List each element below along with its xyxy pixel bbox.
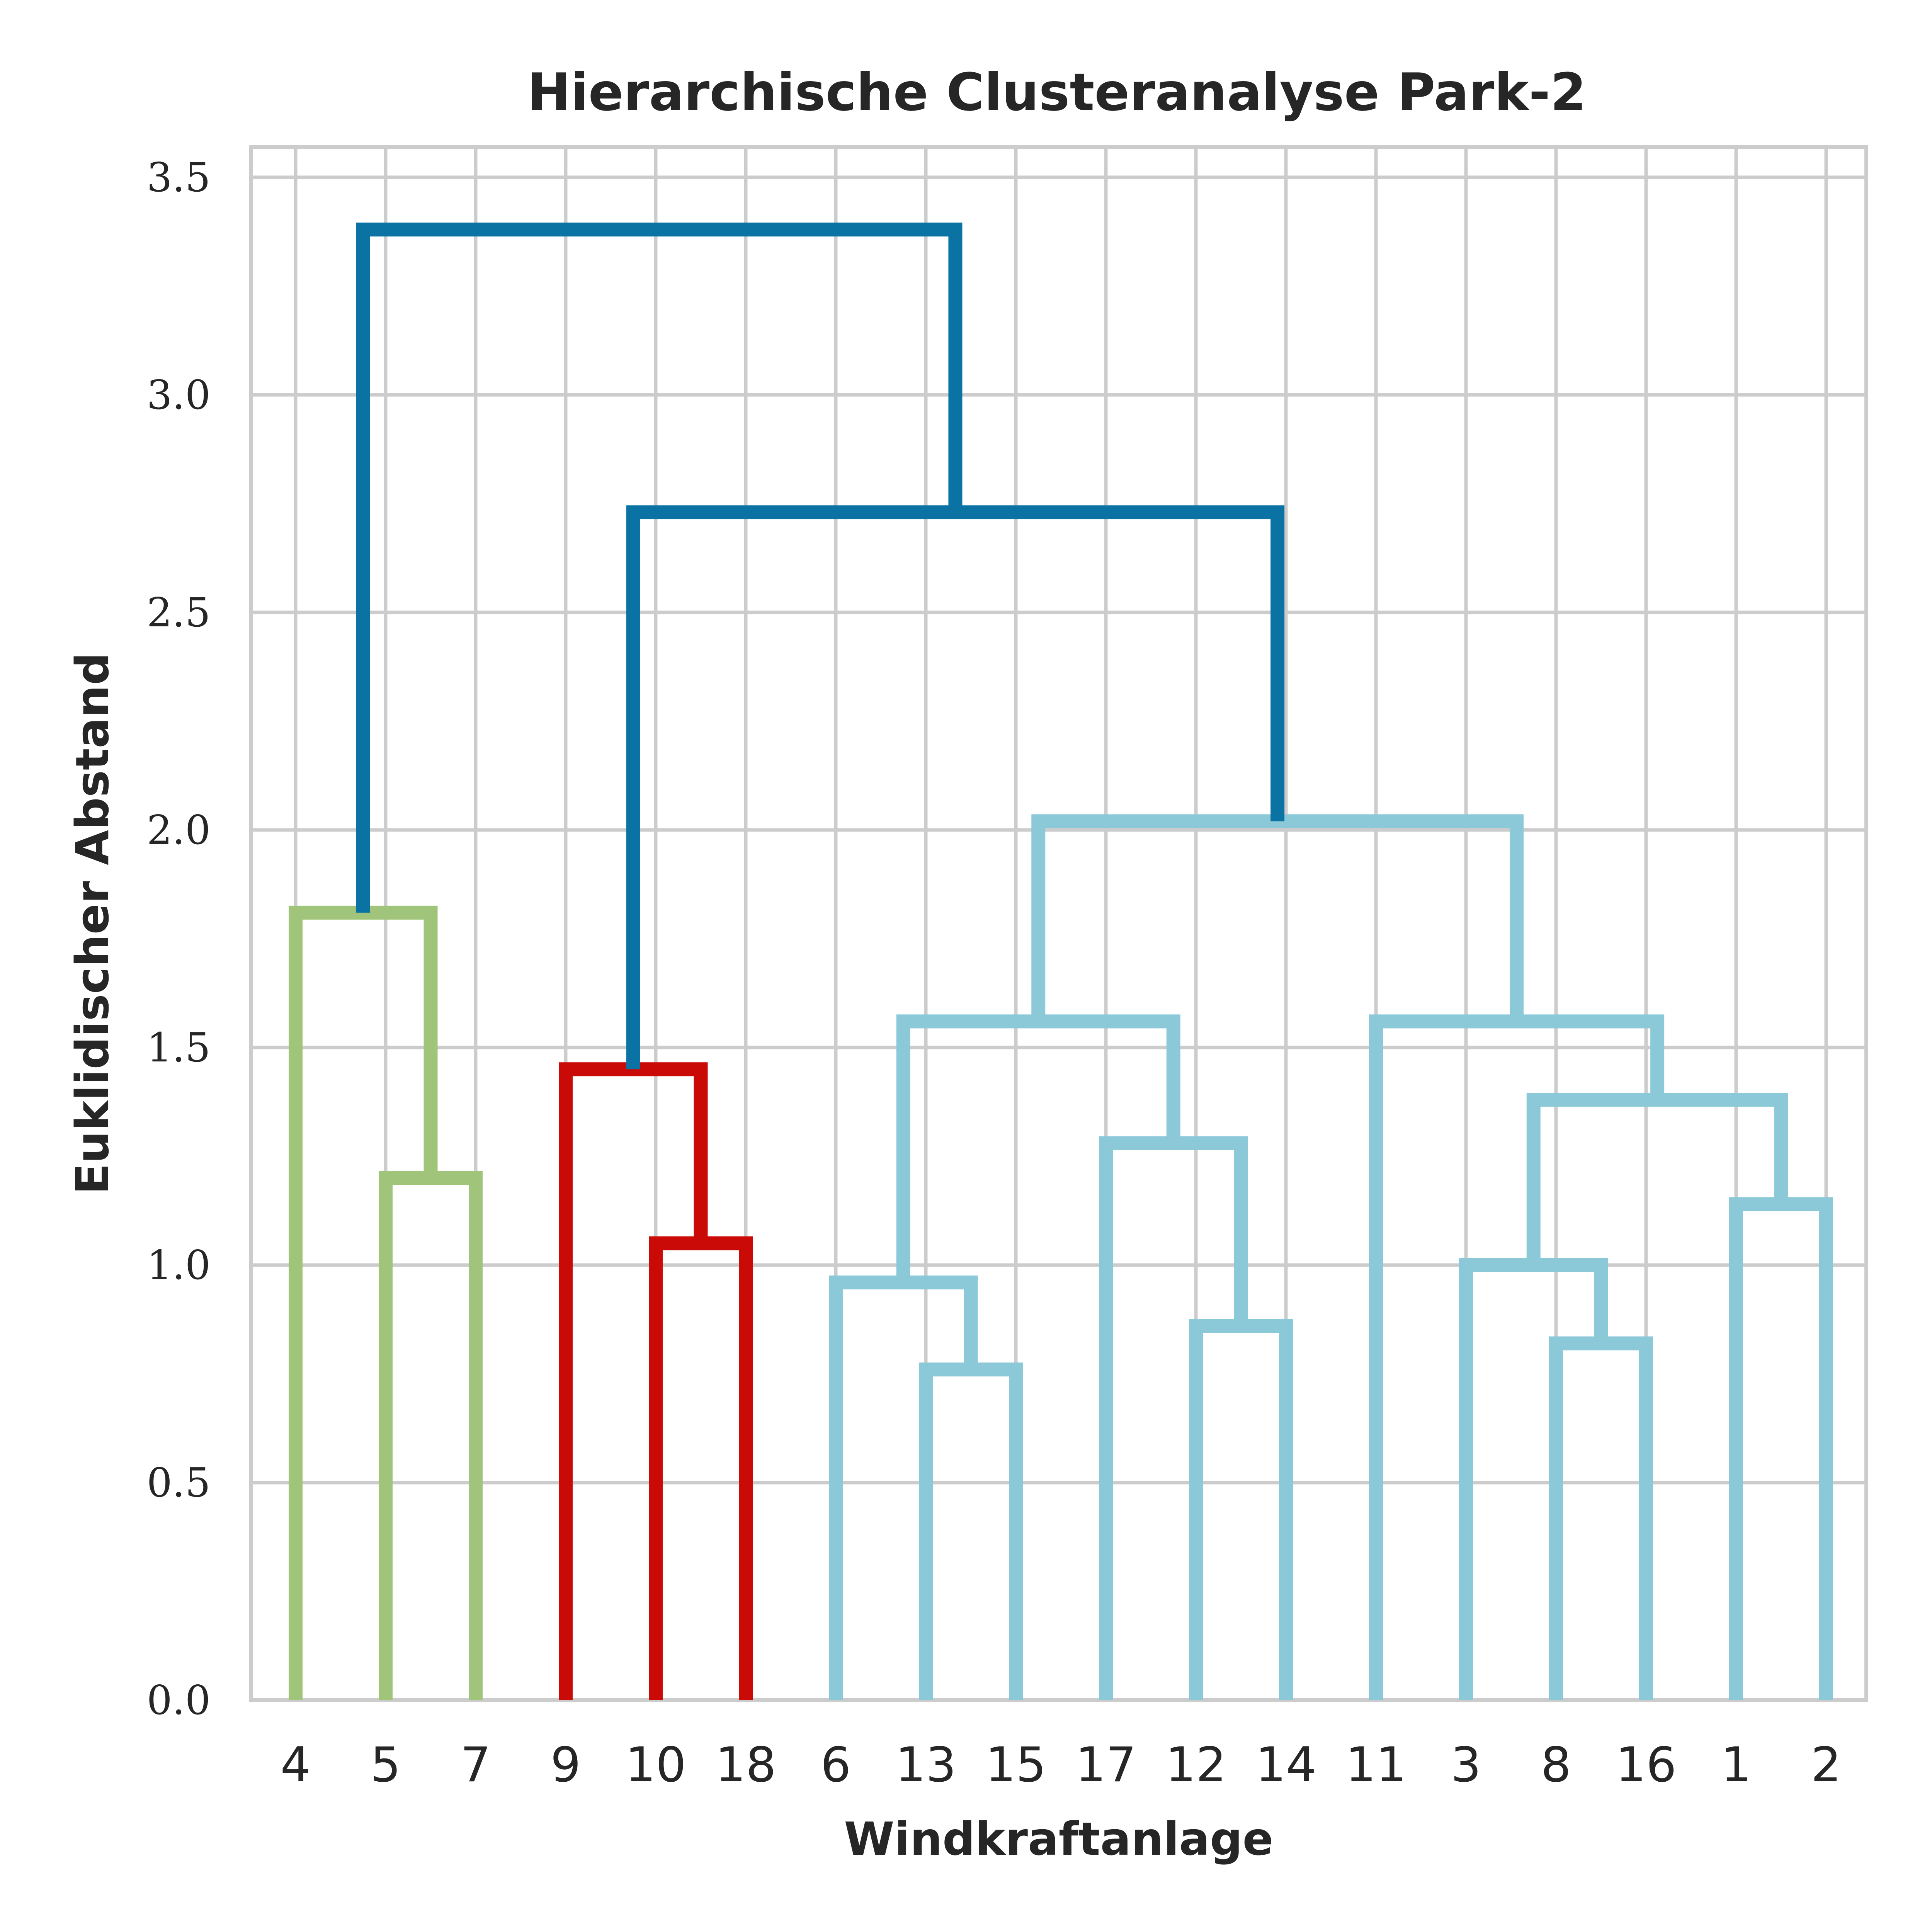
dendrogram-link [649, 1236, 753, 1700]
y-tick-label: 1.5 [147, 1024, 211, 1071]
y-tick-label: 0.5 [147, 1459, 211, 1506]
x-tick-label: 13 [895, 1737, 956, 1793]
dendrogram-link [896, 1014, 1180, 1282]
y-tick-labels: 0.0 0.5 1.0 1.5 2.0 2.5 3.0 3.5 [147, 154, 211, 1724]
x-tick-labels: 4 5 7 9 10 18 6 13 15 17 12 14 11 3 8 16 1 2 [281, 1737, 1842, 1793]
x-tick-label: 9 [551, 1737, 581, 1793]
x-tick-label: 12 [1165, 1737, 1226, 1793]
dendrogram-link [356, 222, 963, 913]
x-tick-label: 1 [1721, 1737, 1752, 1793]
y-tick-label: 2.5 [147, 589, 211, 636]
x-tick-label: 5 [371, 1737, 401, 1793]
dendrogram-link [289, 905, 438, 1700]
x-tick-label: 17 [1075, 1737, 1136, 1793]
grid-lines [251, 147, 1866, 1702]
dendrogram-link [829, 1275, 978, 1700]
chart-title: Hierarchische Clusteranalyse Park-2 [527, 62, 1587, 122]
dendrogram-link [626, 505, 1285, 1070]
dendrogram-link [1031, 814, 1524, 1022]
x-axis-label: Windkraftanlage [844, 1812, 1273, 1866]
plot-frame [249, 145, 1868, 1702]
x-tick-label: 10 [625, 1737, 686, 1793]
x-tick-label: 18 [715, 1737, 776, 1793]
dendrogram-link [1099, 1136, 1248, 1700]
y-axis-label: Euklidischer Abstand [66, 653, 119, 1195]
y-tick-label: 0.0 [147, 1677, 211, 1724]
x-tick-label: 2 [1811, 1737, 1842, 1793]
x-tick-label: 16 [1616, 1737, 1677, 1793]
y-tick-label: 3.0 [147, 371, 211, 418]
dendrogram-link [559, 1062, 708, 1700]
y-tick-label: 2.0 [147, 806, 211, 854]
x-tick-label: 3 [1451, 1737, 1481, 1793]
dendrogram-link [919, 1362, 1023, 1700]
x-tick-label: 11 [1345, 1737, 1406, 1793]
x-tick-label: 8 [1541, 1737, 1571, 1793]
x-tick-label: 4 [281, 1737, 311, 1793]
dendrogram-link [379, 1171, 483, 1700]
y-tick-label: 1.0 [147, 1242, 211, 1289]
dendrogram-link [1729, 1197, 1833, 1700]
x-tick-label: 7 [461, 1737, 491, 1793]
dendrogram-link [1369, 1014, 1665, 1700]
dendrogram-link [1549, 1336, 1653, 1700]
x-tick-label: 14 [1255, 1737, 1316, 1793]
dendrogram-link [1459, 1258, 1608, 1700]
dendrogram-link [1526, 1093, 1788, 1265]
y-tick-label: 3.5 [147, 154, 211, 201]
dendrogram-link [1189, 1319, 1293, 1700]
dendrogram-links [289, 222, 1833, 1700]
x-tick-label: 6 [821, 1737, 851, 1793]
x-tick-label: 15 [985, 1737, 1046, 1793]
